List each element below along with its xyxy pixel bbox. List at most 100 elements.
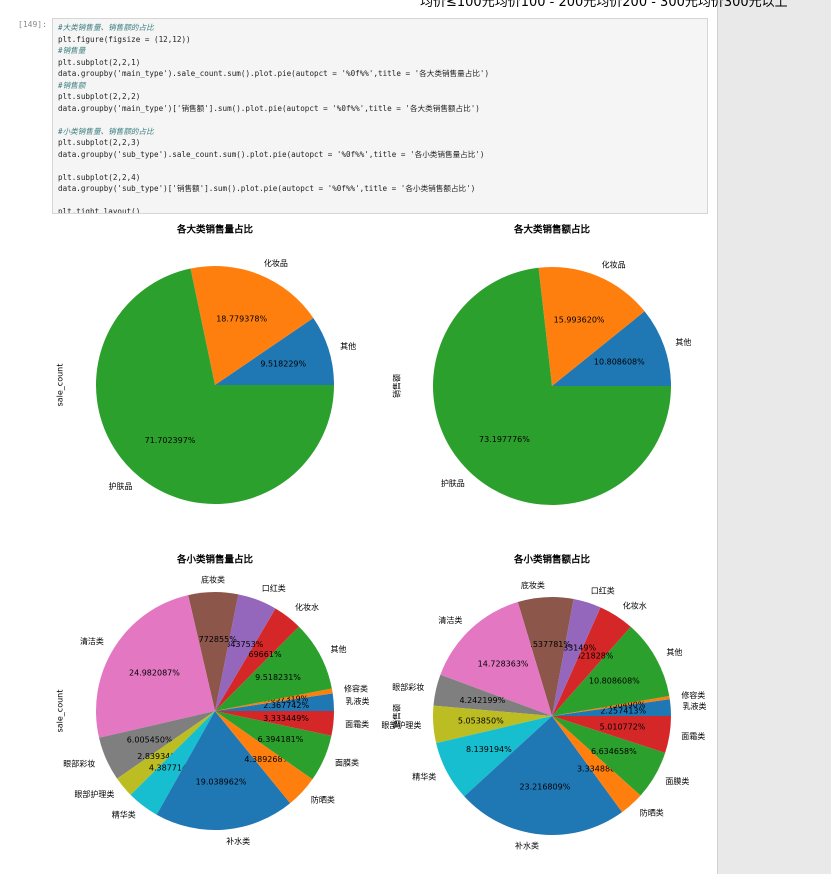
slice-label: 面霜类 xyxy=(345,719,369,729)
slice-label: 乳液类 xyxy=(346,696,370,706)
slice-percent: 8.139194% xyxy=(466,745,512,754)
chart-title: 各大类销售额占比 xyxy=(513,224,591,236)
y-axis-label: 销售额 xyxy=(392,704,402,728)
slice-percent: 6.772855% xyxy=(191,635,237,644)
slice-label: 护肤品 xyxy=(109,481,133,491)
cell-prompt: [149]: xyxy=(18,20,47,29)
slice-percent: 3.783149% xyxy=(550,643,596,652)
slice-percent: 23.216809% xyxy=(519,783,570,792)
pie-slice xyxy=(464,716,623,836)
pie-slice xyxy=(440,602,552,716)
slice-percent: 6.394181% xyxy=(258,735,304,744)
pie-slice xyxy=(215,594,276,711)
pie-slice xyxy=(552,716,641,813)
code-line: #销售量 xyxy=(58,46,86,55)
slice-percent: 7.537781% xyxy=(525,640,571,649)
slice-label: 修容类 xyxy=(344,683,368,693)
code-line: data.groupby('sub_type').sale_count.sum(… xyxy=(58,149,485,159)
slice-label: 口红类 xyxy=(262,583,286,593)
slice-label: 底妆类 xyxy=(521,580,545,590)
slice-label: 眼部护理类 xyxy=(381,720,421,730)
code-line: plt.subplot(2,2,3) xyxy=(58,138,141,147)
code-line: data.groupby('main_type').sale_count.sum… xyxy=(58,69,490,78)
code-line: plt.tight_layout() xyxy=(58,207,141,214)
code-block: #小类销售量、销售额的占比 plt.subplot(2,2,3) data.grou… xyxy=(58,126,702,161)
code-line: plt.subplot(2,2,2) xyxy=(58,92,141,101)
slice-label: 眼部彩妆 xyxy=(392,682,424,692)
pie-slice xyxy=(215,688,333,711)
slice-label: 眼部彩妆 xyxy=(63,758,95,768)
slice-label: 化妆品 xyxy=(264,258,288,268)
cropped-legend: 均价≤100元均价100 - 200元均价200 - 300元均价300元以上 xyxy=(420,0,788,10)
pie-slice xyxy=(552,626,670,716)
slice-label: 清洁类 xyxy=(438,615,462,625)
pie-slice xyxy=(552,598,601,716)
chart-title: 各小类销售量占比 xyxy=(176,554,254,566)
slice-percent: 4.821828% xyxy=(568,651,614,660)
pie-slice xyxy=(190,266,314,385)
slice-percent: 2.257413% xyxy=(600,706,646,715)
code-block: #大类销售量、销售额的占比 plt.figure(figsize = (12,12… xyxy=(58,22,702,114)
pie-slice xyxy=(96,268,335,504)
pie-slice xyxy=(552,699,671,716)
slice-percent: 18.779378% xyxy=(216,314,267,323)
slice-label: 其他 xyxy=(340,341,356,351)
slice-label: 补水类 xyxy=(515,841,539,851)
pie-slice xyxy=(215,711,334,736)
slice-label: 面膜类 xyxy=(665,776,689,786)
slice-percent: 73.197776% xyxy=(479,435,530,444)
slice-label: 化妆水 xyxy=(623,600,647,610)
slice-percent: 10.808608% xyxy=(589,677,640,686)
slice-label: 防晒类 xyxy=(640,808,664,818)
pie-slice xyxy=(433,267,671,506)
slice-label: 面膜类 xyxy=(335,758,359,768)
pie-slice xyxy=(552,311,671,386)
code-cell[interactable]: #大类销售量、销售额的占比 plt.figure(figsize = (12,12… xyxy=(52,18,708,214)
slice-label: 化妆品 xyxy=(602,259,626,269)
slice-percent: 4.389268% xyxy=(244,755,290,764)
pie-slice xyxy=(538,267,645,386)
slice-percent: 3.969661% xyxy=(236,650,282,659)
pie-slice xyxy=(215,626,332,711)
slice-percent: 3.334886% xyxy=(577,764,623,773)
pie-slice xyxy=(117,711,215,795)
slice-label: 底妆类 xyxy=(201,575,225,585)
slice-percent: 5.010772% xyxy=(600,723,646,732)
slice-percent: 3.333449% xyxy=(263,714,309,723)
pie-slice xyxy=(215,711,332,780)
slice-label: 化妆水 xyxy=(295,602,319,612)
slice-label: 其他 xyxy=(331,644,347,654)
pie-slice xyxy=(552,607,631,716)
slice-label: 补水类 xyxy=(226,836,250,846)
code-block: plt.subplot(2,2,4) data.groupby('sub_type… xyxy=(58,172,702,195)
pie-slice xyxy=(436,716,552,797)
code-line: #小类销售量、销售额的占比 xyxy=(58,126,154,136)
figure: 各大类销售量占比 sale_count 其他 9.518229% 化妆品 18.77937… xyxy=(56,224,707,851)
slice-percent: 4.387714% xyxy=(149,763,195,772)
slice-label: 护肤品 xyxy=(441,478,465,488)
slice-percent: 15.993620% xyxy=(554,315,605,324)
slice-label: 眼部护理类 xyxy=(74,789,114,799)
pie-slice xyxy=(517,596,574,716)
code-line: plt.subplot(2,2,4) xyxy=(58,172,141,182)
y-axis-label: 销售额 xyxy=(392,374,402,398)
slice-label: 其他 xyxy=(666,647,682,657)
pie-slice xyxy=(99,711,215,779)
code-line: plt.subplot(2,2,1) xyxy=(58,57,141,67)
slice-percent: 2.839340% xyxy=(137,752,183,761)
code-line: data.groupby('main_type')['销售额'].sum().p… xyxy=(58,103,480,113)
slice-percent: 10.808608% xyxy=(594,358,645,367)
slice-label: 修容类 xyxy=(681,690,705,700)
pie-slice xyxy=(188,592,239,711)
pie-slice xyxy=(433,705,552,744)
chart-title: 各小类销售额占比 xyxy=(513,554,591,566)
code-block: plt.tight_layout()plt.show() xyxy=(58,206,702,214)
slice-label: 其他 xyxy=(675,337,691,347)
slice-percent: 71.702397% xyxy=(145,436,196,445)
code-line: #销售额 xyxy=(58,80,86,90)
chart-title: 各大类销售量占比 xyxy=(176,224,254,236)
slice-percent: 0.657319% xyxy=(262,694,308,703)
slice-percent: 4.242199% xyxy=(459,696,505,705)
pie-slice xyxy=(552,716,671,753)
